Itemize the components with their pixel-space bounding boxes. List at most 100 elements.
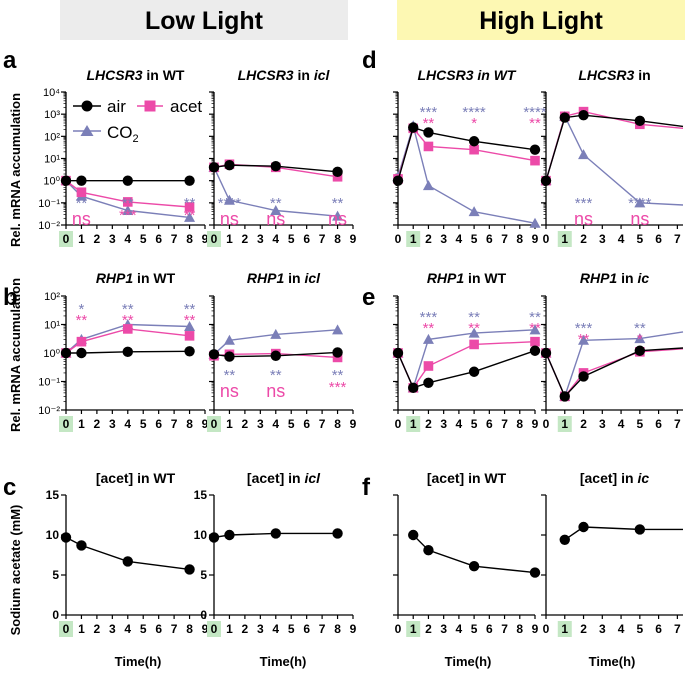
x-tick-label: 0	[395, 622, 402, 636]
y-tick-label: 0	[52, 608, 59, 622]
significance-acet: ns	[72, 209, 91, 229]
data-point-co2	[634, 333, 646, 344]
panel-letter-f: f	[362, 474, 371, 501]
y-tick-label: 10⁴	[43, 87, 60, 99]
data-point-co2	[578, 334, 590, 345]
legend-co2-marker	[80, 125, 94, 136]
x-tick-label: 6	[155, 417, 162, 431]
legend-co2-label: CO2	[107, 123, 139, 145]
low-light-banner	[60, 0, 348, 40]
x-tick-label: 7	[319, 232, 326, 246]
significance-acet: *	[637, 331, 643, 348]
data-point-air	[60, 175, 72, 186]
x-tick-label: 2	[580, 417, 587, 431]
data-point-air	[529, 144, 541, 155]
x-tick-label: 9	[532, 232, 539, 246]
y-tick-label: 10³	[44, 109, 60, 121]
data-point-air	[270, 528, 281, 539]
data-point-air	[559, 391, 570, 402]
series-line-air	[213, 164, 338, 173]
data-point-air	[634, 115, 646, 127]
data-point-air	[468, 561, 480, 572]
y-tick-label: 10⁻¹	[38, 377, 60, 389]
series-line-air	[65, 536, 190, 571]
x-tick-label: 9	[202, 232, 209, 246]
data-point-air	[408, 122, 419, 133]
x-tick-label: 9	[350, 232, 357, 246]
highlight-box	[406, 621, 421, 637]
x-tick-label: 8	[334, 417, 341, 431]
legend-co2-sub: 2	[133, 133, 139, 145]
chart-title: RHP1 in WT	[427, 270, 507, 286]
highlight-box	[557, 416, 572, 432]
legend-air-marker	[81, 100, 93, 112]
data-point-air	[270, 160, 281, 172]
highlight-box	[207, 231, 221, 247]
series-line-acet	[65, 180, 190, 208]
data-point-air	[60, 347, 72, 359]
chart-e1: RHP1 in WT0 1 2 3 4 5 6 7 8 9*************	[392, 270, 541, 432]
title-text: [acet] in	[580, 470, 638, 486]
data-point-acet	[122, 324, 133, 334]
data-point-air	[332, 347, 343, 358]
x-tick-label: 8	[186, 232, 193, 246]
x-tick-label: 4	[272, 417, 279, 431]
data-point-co2	[223, 334, 235, 345]
significance-co2: **	[634, 320, 646, 337]
series-line-air	[213, 351, 338, 358]
highlight-box	[59, 416, 73, 432]
x-tick-label: 2	[242, 417, 249, 431]
data-point-co2	[529, 217, 541, 228]
significance-co2: ****	[628, 195, 652, 212]
data-point-acet	[76, 187, 87, 198]
data-point-air	[578, 109, 589, 121]
x-tick-label: 2	[580, 232, 587, 246]
panel-letter-a: a	[3, 47, 17, 74]
x-tick-label: 5	[636, 417, 643, 431]
x-tick-label: 2	[580, 622, 587, 636]
x-tick-label: 7	[501, 417, 508, 431]
y-tick-label: 15	[46, 488, 60, 502]
significance-co2: **	[122, 301, 134, 318]
y-tick-label: 10¹	[44, 320, 60, 332]
x-tick-label: 3	[599, 622, 606, 636]
data-point-acet	[122, 197, 133, 207]
x-tick-label: 4	[456, 417, 463, 431]
x-tick-label: 3	[440, 232, 447, 246]
x-tick-label: 4	[272, 232, 279, 246]
data-point-air	[332, 528, 343, 539]
significance-co2: **	[332, 367, 344, 384]
legend-co2-main: CO	[107, 123, 133, 142]
significance-acet: ns	[630, 209, 649, 229]
data-point-acet	[423, 141, 434, 152]
y-tick-label: 5	[200, 568, 207, 582]
x-tick-label: 4	[124, 622, 131, 636]
x-tick-label: 1	[410, 232, 417, 246]
x-tick-label: 5	[140, 232, 147, 246]
title-gene: LHCSR3	[417, 67, 473, 83]
x-tick-label: 9	[350, 417, 357, 431]
x-tick-label: 0	[63, 417, 70, 431]
title-text: in WT	[143, 67, 185, 83]
significance-co2: **	[184, 195, 196, 212]
x-tick-label: 6	[655, 417, 662, 431]
x-tick-label: 1	[410, 417, 417, 431]
data-point-air	[578, 371, 589, 382]
x-tick-label: 6	[655, 232, 662, 246]
legend-acet-label: acet	[170, 97, 202, 116]
significance-acet: **	[184, 207, 196, 224]
x-tick-label: 8	[186, 417, 193, 431]
chart-a1: LHCSR3 in WT0 1 2 3 4 5 6 7 8 910⁻²10⁻¹10⁰10¹10²1…	[38, 67, 209, 247]
significance-acet: ns	[328, 209, 347, 229]
series-line-air	[213, 532, 338, 539]
x-tick-label: 6	[486, 417, 493, 431]
highlight-box	[59, 621, 73, 637]
x-tick-label: 3	[257, 622, 264, 636]
title-text: in WT	[474, 67, 517, 83]
x-tick-label: 7	[501, 622, 508, 636]
title-text: in	[634, 67, 650, 83]
x-tick-label: 7	[171, 232, 178, 246]
x-tick-label: 4	[456, 622, 463, 636]
chart-title: LHCSR3 in WT	[417, 67, 516, 83]
